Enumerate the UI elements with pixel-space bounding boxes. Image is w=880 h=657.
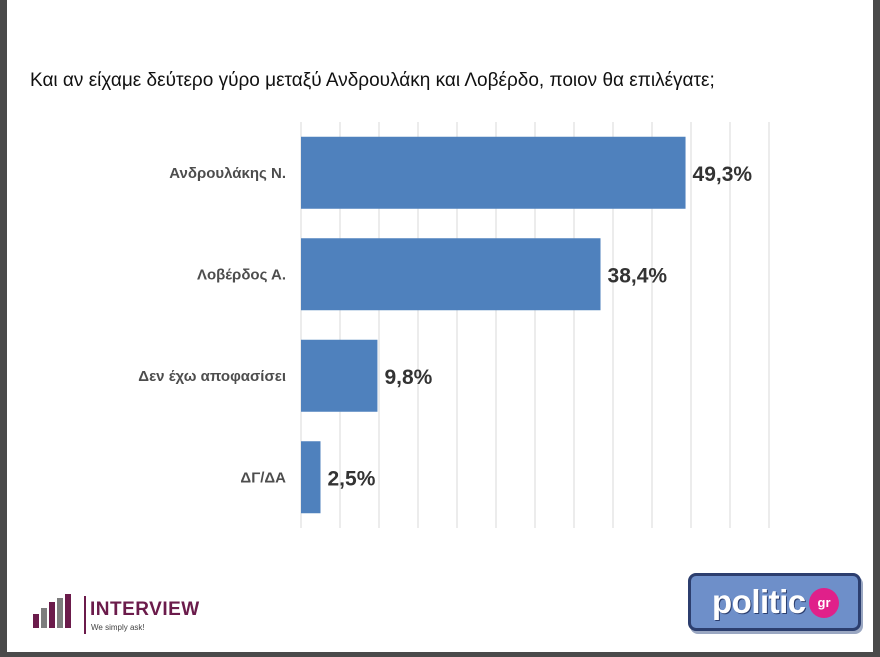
interview-tagline: We simply ask!	[91, 623, 145, 632]
bars	[301, 136, 686, 514]
interview-divider	[84, 596, 86, 634]
data-label: 38,4%	[608, 264, 668, 287]
category-label: Λοβέρδος Α.	[197, 266, 286, 283]
chart-title: Και αν είχαμε δεύτερο γύρο μεταξύ Ανδρου…	[30, 70, 715, 91]
politic-gr-badge: gr	[809, 588, 839, 618]
category-label: Δεν έχω αποφασίσει	[138, 368, 286, 385]
interview-name: INTERVIEW	[90, 599, 200, 620]
value-labels: 49,3% 38,4% 9,8% 2,5%	[328, 163, 753, 491]
data-label: 2,5%	[328, 467, 376, 490]
politic-wordmark: politic	[712, 583, 806, 620]
data-label: 9,8%	[384, 366, 432, 389]
interview-bars-icon	[33, 594, 71, 628]
bar	[301, 238, 601, 311]
bar	[301, 441, 321, 514]
bar	[301, 136, 686, 209]
category-labels: Ανδρουλάκης Ν. Λοβέρδος Α. Δεν έχω αποφασί…	[138, 165, 286, 487]
data-label: 49,3%	[693, 163, 753, 186]
gridlines	[300, 122, 770, 528]
bar	[301, 339, 378, 412]
category-label: ΔΓ/ΔΑ	[240, 469, 286, 486]
category-label: Ανδρουλάκης Ν.	[169, 165, 286, 182]
interview-logo	[33, 592, 233, 637]
